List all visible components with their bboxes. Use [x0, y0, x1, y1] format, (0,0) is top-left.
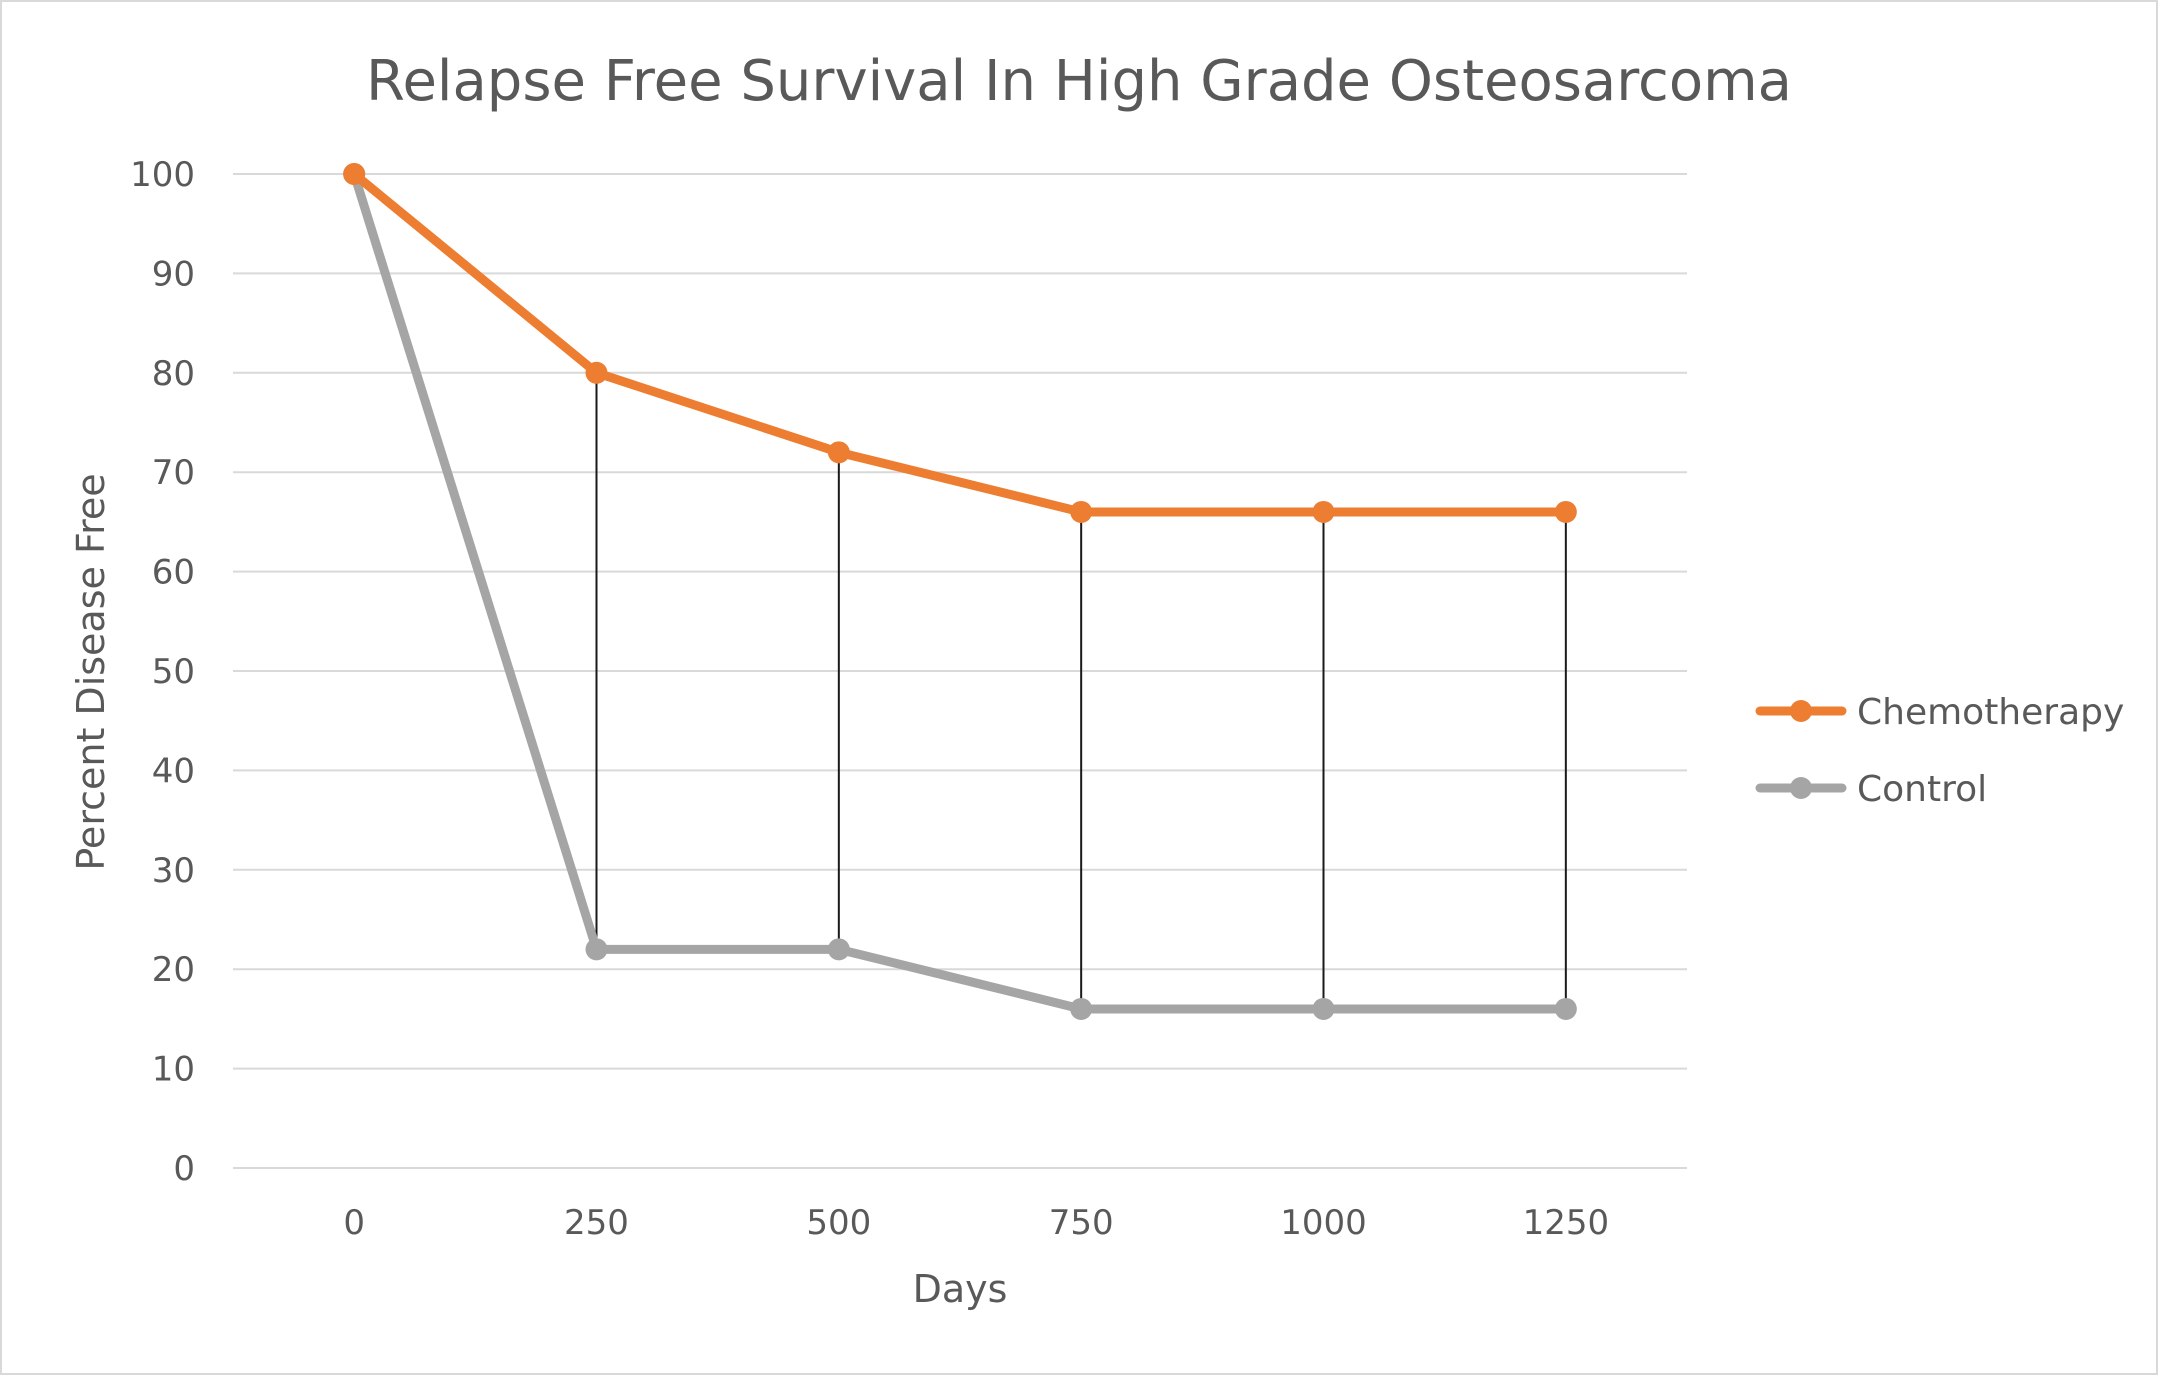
series-markers — [343, 163, 1577, 1020]
y-tick-label: 80 — [152, 354, 195, 394]
y-tick-label: 60 — [152, 553, 195, 593]
data-point-control — [1312, 997, 1335, 1020]
data-point-chemotherapy — [585, 361, 608, 384]
data-point-control — [1070, 997, 1093, 1020]
data-point-control — [827, 938, 850, 961]
y-tick-label: 20 — [152, 950, 195, 990]
y-tick-label: 90 — [152, 254, 195, 294]
y-tick-label: 50 — [152, 652, 195, 692]
data-point-chemotherapy — [1312, 500, 1335, 523]
legend-swatch-marker — [1790, 700, 1812, 722]
data-point-chemotherapy — [343, 163, 366, 185]
x-tick-label: 500 — [806, 1203, 871, 1243]
y-tick-label: 70 — [152, 453, 195, 493]
legend-swatch-marker — [1790, 777, 1812, 799]
series-lines — [349, 169, 1571, 1014]
legend: Chemotherapy Control — [1755, 692, 2124, 810]
data-point-chemotherapy — [1070, 500, 1093, 523]
y-tick-label: 30 — [152, 851, 195, 891]
x-axis-tick-labels: 0 250 500 750 1000 1250 — [343, 1203, 1609, 1243]
x-tick-label: 250 — [564, 1203, 629, 1243]
x-axis-title: Days — [913, 1267, 1008, 1311]
y-tick-label: 0 — [173, 1149, 195, 1189]
data-point-control — [585, 938, 608, 961]
x-tick-label: 750 — [1049, 1203, 1114, 1243]
y-axis-tick-labels: 0 10 20 30 40 50 60 70 80 90 100 — [130, 155, 195, 1189]
x-tick-label: 1000 — [1280, 1203, 1367, 1243]
y-tick-label: 40 — [152, 751, 195, 791]
y-tick-label: 10 — [152, 1050, 195, 1090]
data-point-chemotherapy — [827, 441, 850, 464]
series-line-control — [349, 169, 1571, 1014]
legend-label: Chemotherapy — [1857, 692, 2124, 733]
series-line-chemotherapy — [349, 169, 1571, 517]
legend-label: Control — [1857, 769, 1987, 810]
y-axis-title: Percent Disease Free — [69, 473, 113, 870]
drop-lines — [595, 372, 1567, 1009]
y-tick-label: 100 — [130, 155, 195, 195]
x-tick-label: 0 — [343, 1203, 365, 1243]
chart-title: Relapse Free Survival In High Grade Oste… — [366, 49, 1792, 114]
x-tick-label: 1250 — [1523, 1203, 1610, 1243]
data-point-control — [1554, 997, 1577, 1020]
data-point-chemotherapy — [1554, 500, 1577, 523]
